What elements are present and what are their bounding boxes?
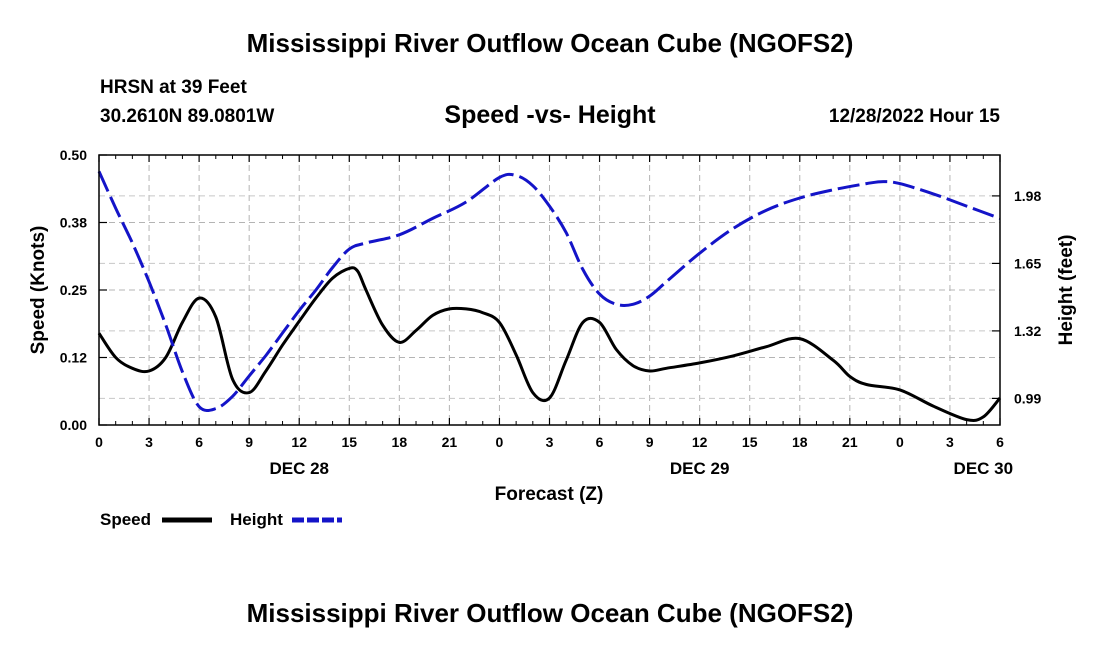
x-tick-label: 21	[442, 434, 458, 450]
x-axis-title: Forecast (Z)	[495, 484, 604, 505]
x-tick-label: 18	[392, 434, 408, 450]
legend-height-label: Height	[230, 510, 283, 529]
x-tick-label: 12	[291, 434, 307, 450]
coordinates-label: 30.2610N 89.0801W	[100, 106, 275, 127]
x-tick-label: 3	[145, 434, 153, 450]
x-tick-label: 12	[692, 434, 708, 450]
y-tick-label: 0.00	[60, 417, 87, 433]
y-axis-title: Speed (Knots)	[28, 226, 49, 355]
x-tick-label: 21	[842, 434, 858, 450]
speed-series-line	[97, 266, 1002, 422]
x-tick-label: 15	[742, 434, 758, 450]
y2-tick-label: 1.32	[1014, 323, 1041, 339]
chart-title: Speed -vs- Height	[444, 101, 656, 129]
plot-frame	[98, 154, 1001, 426]
x-tick-label: 3	[946, 434, 954, 450]
x-tick-label: 6	[996, 434, 1004, 450]
height-series-line	[97, 170, 1001, 413]
y-tick-label: 0.38	[60, 215, 87, 231]
x-tick-label: 6	[195, 434, 203, 450]
main-title: Mississippi River Outflow Ocean Cube (NG…	[246, 28, 854, 58]
y2-tick-label: 1.98	[1014, 188, 1041, 204]
date-label: DEC 28	[269, 459, 329, 478]
x-tick-label: 0	[496, 434, 504, 450]
x-tick-label: 9	[245, 434, 253, 450]
grid-layer	[99, 155, 1000, 425]
y2-tick-label: 0.99	[1014, 390, 1041, 406]
series-layer	[97, 170, 1002, 422]
date-label: DEC 29	[670, 459, 730, 478]
footer-title: Mississippi River Outflow Ocean Cube (NG…	[246, 598, 854, 628]
x-tick-label: 3	[546, 434, 554, 450]
legend: Speed Height	[100, 510, 342, 529]
y-tick-label: 0.50	[60, 147, 87, 163]
y2-tick-label: 1.65	[1014, 255, 1041, 271]
x-tick-label: 6	[596, 434, 604, 450]
x-tick-label: 0	[95, 434, 103, 450]
x-tick-label: 18	[792, 434, 808, 450]
y-tick-label: 0.25	[60, 282, 87, 298]
axes-layer: 0 3 6 9 12 15 18 21 0 3 6 9 12 15 18 21 0 3 6 0.00 0.12 0.25 0…	[60, 147, 1042, 478]
y-tick-label: 0.12	[60, 350, 87, 366]
legend-speed-label: Speed	[100, 510, 151, 529]
station-label: HRSN at 39 Feet	[100, 77, 247, 98]
date-label: DEC 30	[954, 459, 1014, 478]
y2-axis-title: Height (feet)	[1056, 235, 1077, 346]
x-tick-label: 9	[646, 434, 654, 450]
x-tick-label: 15	[341, 434, 357, 450]
timestamp-label: 12/28/2022 Hour 15	[828, 106, 1000, 127]
x-tick-label: 0	[896, 434, 904, 450]
